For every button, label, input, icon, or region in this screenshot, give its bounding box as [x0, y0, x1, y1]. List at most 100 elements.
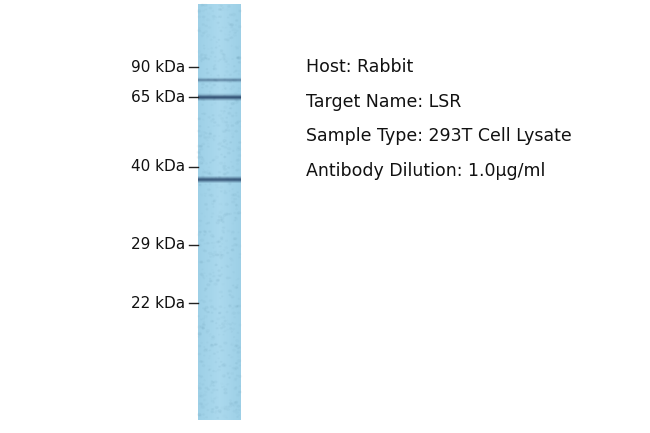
- Circle shape: [239, 347, 240, 348]
- Circle shape: [217, 220, 219, 221]
- Circle shape: [211, 312, 213, 313]
- Circle shape: [209, 91, 211, 92]
- Bar: [227, 4, 229, 420]
- Circle shape: [223, 173, 226, 174]
- Circle shape: [202, 83, 204, 85]
- Circle shape: [207, 260, 210, 262]
- Text: Host: Rabbit: Host: Rabbit: [306, 58, 413, 76]
- Bar: [239, 4, 240, 420]
- Circle shape: [235, 367, 238, 369]
- Circle shape: [216, 47, 217, 48]
- Circle shape: [205, 307, 208, 308]
- Circle shape: [216, 390, 218, 391]
- Circle shape: [213, 79, 216, 81]
- Text: Antibody Dilution: 1.0μg/ml: Antibody Dilution: 1.0μg/ml: [306, 162, 545, 180]
- Circle shape: [239, 62, 240, 63]
- Bar: [223, 4, 224, 420]
- Bar: [230, 4, 231, 420]
- Circle shape: [207, 389, 209, 390]
- Circle shape: [229, 377, 230, 378]
- Circle shape: [218, 312, 221, 313]
- Bar: [214, 4, 215, 420]
- Circle shape: [203, 323, 205, 325]
- Circle shape: [213, 84, 216, 86]
- Circle shape: [218, 410, 221, 412]
- Bar: [238, 4, 239, 420]
- Bar: [232, 4, 233, 420]
- Text: 22 kDa: 22 kDa: [131, 296, 185, 310]
- Circle shape: [233, 238, 237, 240]
- Circle shape: [218, 149, 220, 150]
- Circle shape: [227, 252, 229, 254]
- Text: 40 kDa: 40 kDa: [131, 159, 185, 174]
- Circle shape: [197, 152, 200, 153]
- Circle shape: [200, 231, 201, 233]
- Circle shape: [209, 278, 211, 279]
- Circle shape: [205, 85, 208, 87]
- Circle shape: [200, 162, 203, 164]
- Bar: [235, 4, 237, 420]
- Bar: [218, 4, 219, 420]
- Circle shape: [220, 327, 222, 329]
- Bar: [231, 4, 232, 420]
- Circle shape: [209, 369, 210, 371]
- Bar: [234, 4, 235, 420]
- Circle shape: [222, 222, 224, 223]
- Circle shape: [211, 306, 213, 308]
- Circle shape: [202, 99, 205, 100]
- Circle shape: [198, 333, 201, 335]
- Circle shape: [213, 99, 215, 100]
- Circle shape: [235, 130, 237, 132]
- Circle shape: [202, 157, 203, 158]
- Circle shape: [222, 53, 224, 55]
- Circle shape: [226, 172, 229, 174]
- Circle shape: [217, 75, 219, 76]
- Circle shape: [214, 79, 216, 81]
- Circle shape: [221, 154, 222, 155]
- Bar: [217, 4, 218, 420]
- Circle shape: [235, 20, 238, 21]
- Circle shape: [199, 126, 201, 127]
- Bar: [199, 4, 200, 420]
- Circle shape: [201, 60, 202, 61]
- Circle shape: [211, 382, 214, 384]
- Circle shape: [237, 100, 239, 102]
- Circle shape: [226, 277, 229, 279]
- Bar: [202, 4, 203, 420]
- Circle shape: [212, 336, 214, 338]
- Circle shape: [235, 70, 237, 71]
- Bar: [220, 4, 221, 420]
- Bar: [204, 4, 205, 420]
- Circle shape: [209, 231, 211, 232]
- Circle shape: [213, 66, 215, 67]
- Circle shape: [229, 294, 231, 295]
- Circle shape: [230, 108, 231, 109]
- Circle shape: [233, 79, 237, 81]
- Circle shape: [199, 135, 202, 137]
- Circle shape: [223, 140, 226, 142]
- Bar: [207, 4, 208, 420]
- Circle shape: [212, 115, 214, 116]
- Text: Sample Type: 293T Cell Lysate: Sample Type: 293T Cell Lysate: [306, 127, 571, 145]
- Circle shape: [226, 122, 227, 123]
- Circle shape: [218, 39, 220, 40]
- Circle shape: [219, 177, 221, 178]
- Circle shape: [229, 402, 232, 404]
- Circle shape: [235, 122, 238, 124]
- Circle shape: [228, 290, 231, 292]
- Circle shape: [198, 157, 200, 158]
- Circle shape: [211, 409, 213, 410]
- Circle shape: [235, 345, 238, 346]
- Circle shape: [229, 108, 230, 109]
- Circle shape: [207, 284, 210, 286]
- Circle shape: [223, 232, 224, 233]
- Circle shape: [217, 417, 218, 418]
- Circle shape: [213, 68, 215, 69]
- Circle shape: [214, 97, 216, 98]
- Circle shape: [200, 95, 201, 96]
- Bar: [198, 4, 199, 420]
- Bar: [210, 4, 211, 420]
- Circle shape: [216, 241, 219, 243]
- Circle shape: [202, 87, 203, 88]
- Circle shape: [239, 10, 241, 12]
